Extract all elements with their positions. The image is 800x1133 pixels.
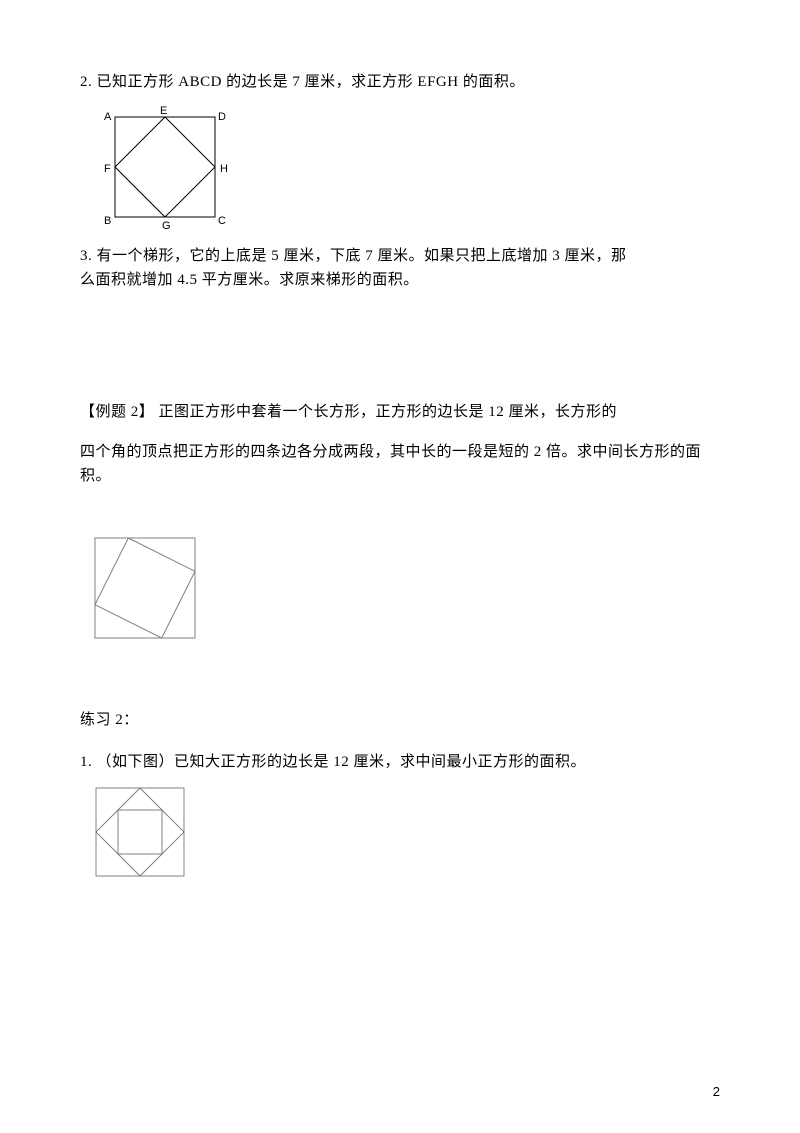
question-3-line2: 么面积就增加 4.5 平方厘米。求原来梯形的面积。 xyxy=(80,268,720,292)
practice-2-q1: 1. （如下图）已知大正方形的边长是 12 厘米，求中间最小正方形的面积。 xyxy=(80,750,720,774)
figure-q2: A E D F H B G C xyxy=(90,102,720,232)
question-2-text: 2. 已知正方形 ABCD 的边长是 7 厘米，求正方形 EFGH 的面积。 xyxy=(80,70,720,94)
svg-text:F: F xyxy=(104,163,111,175)
figure-prac2 xyxy=(90,782,720,882)
example-2-line2: 四个角的顶点把正方形的四条边各分成两段，其中长的一段是短的 2 倍。求中间长方形… xyxy=(80,440,720,488)
page: 2. 已知正方形 ABCD 的边长是 7 厘米，求正方形 EFGH 的面积。 A… xyxy=(0,0,800,1133)
svg-text:A: A xyxy=(104,111,112,123)
question-3-line1: 3. 有一个梯形，它的上底是 5 厘米，下底 7 厘米。如果只把上底增加 3 厘… xyxy=(80,244,720,268)
example-2-line1: 【例题 2】 正图正方形中套着一个长方形，正方形的边长是 12 厘米，长方形的 xyxy=(80,400,720,424)
practice-2-title: 练习 2： xyxy=(80,708,720,732)
svg-text:B: B xyxy=(104,215,111,227)
figure-ex2 xyxy=(90,528,720,648)
svg-text:G: G xyxy=(162,220,171,232)
svg-text:E: E xyxy=(160,105,167,117)
svg-text:C: C xyxy=(218,215,226,227)
svg-text:D: D xyxy=(218,111,226,123)
svg-text:H: H xyxy=(220,163,228,175)
page-number: 2 xyxy=(713,1084,720,1099)
